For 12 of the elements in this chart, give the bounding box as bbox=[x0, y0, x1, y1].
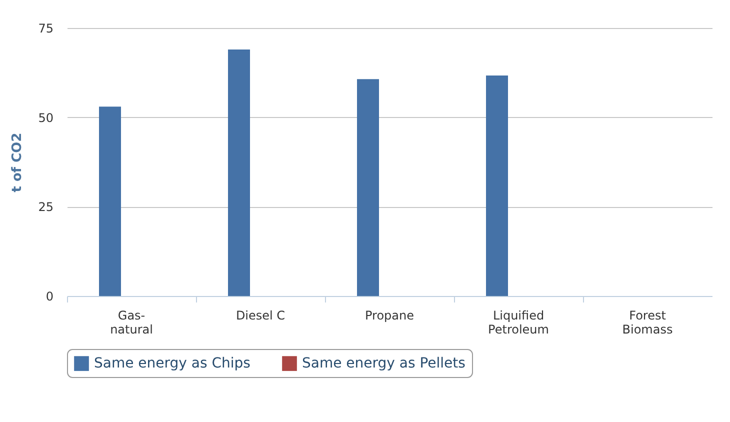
x-tick-label: Forest Biomass bbox=[622, 308, 673, 336]
y-tick-label: 0 bbox=[46, 290, 54, 304]
x-tick-label: Diesel C bbox=[236, 308, 286, 322]
x-tick-label: Propane bbox=[365, 308, 414, 322]
y-axis-title: t of CO2 bbox=[10, 132, 26, 192]
y-tick-label: 25 bbox=[38, 200, 54, 214]
legend-label: Same energy as Chips bbox=[94, 356, 250, 372]
x-tick-label: Liquified Petroleum bbox=[488, 308, 549, 336]
legend-label: Same energy as Pellets bbox=[302, 356, 466, 372]
x-tick-label: Gas-natural bbox=[110, 308, 153, 336]
y-tick-label: 75 bbox=[38, 22, 54, 36]
y-tick-label: 50 bbox=[38, 110, 54, 125]
